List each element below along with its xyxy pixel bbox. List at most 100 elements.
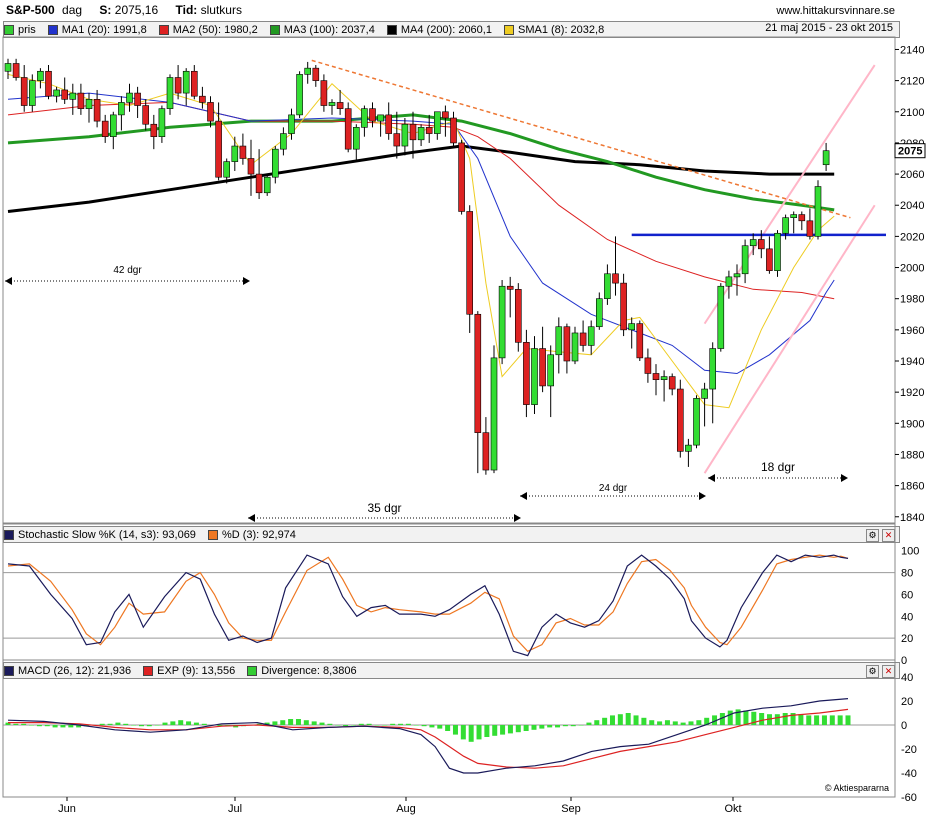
divergence-bar: [821, 715, 827, 725]
candle-body: [336, 102, 344, 109]
divergence-bar: [476, 725, 482, 740]
price-legend-label: pris: [18, 23, 36, 36]
divergence-bar: [617, 714, 623, 725]
candle-body: [587, 326, 595, 346]
macd-legend-item: Divergence: 8,3806: [247, 664, 357, 677]
price-y-tick-label: 2020: [900, 231, 924, 243]
x-axis-label: Jul: [228, 803, 242, 815]
candle-body: [490, 357, 498, 471]
candle-body: [741, 245, 749, 275]
candle-body: [110, 114, 117, 137]
price-legend-item: pris: [4, 24, 36, 36]
candle-body: [304, 67, 312, 75]
candle-body: [725, 276, 733, 287]
divergence-bar: [186, 721, 192, 725]
macd-pane-frame: [2, 659, 896, 798]
stoch-y-tick-label: 60: [901, 589, 913, 601]
price-y-tick-label: 1880: [900, 449, 924, 461]
candle-body: [531, 348, 538, 405]
candle-body: [563, 326, 571, 362]
price-y-tick-label: 1900: [900, 418, 924, 430]
macd-legend-label: Divergence: 8,3806: [261, 664, 357, 677]
divergence-bar: [547, 725, 553, 728]
stoch-settings-button[interactable]: ⚙: [866, 529, 879, 542]
divergence-bar: [303, 720, 309, 725]
divergence-bar: [500, 725, 506, 735]
trend-line: [311, 59, 851, 219]
divergence-bar: [437, 725, 443, 729]
annot-35-arrowhead-left: [248, 514, 255, 522]
annot-42-label: 42 dgr: [113, 265, 142, 276]
divergence-bar: [76, 725, 82, 728]
candle-body: [612, 273, 619, 284]
divergence-bar: [664, 720, 670, 725]
annot-42-arrowhead-left: [5, 277, 12, 285]
divergence-bar: [555, 725, 561, 728]
candle-body: [425, 127, 433, 134]
price-legend-swatch: [386, 24, 397, 35]
candle-body: [174, 77, 182, 94]
candle-body: [150, 123, 158, 137]
macd-y-tick-label: 0: [901, 720, 907, 732]
divergence-bar: [44, 725, 50, 727]
divergence-bar: [146, 725, 152, 727]
divergence-bar: [531, 725, 537, 730]
candle-body: [134, 92, 141, 106]
divergence-bar: [5, 722, 11, 725]
macd-settings-button[interactable]: ⚙: [866, 665, 879, 678]
divergence-bar: [782, 713, 788, 725]
price-legend-swatch: [269, 24, 280, 35]
candle-body: [506, 285, 514, 290]
divergence-bar: [445, 725, 451, 731]
candle-body: [458, 142, 465, 212]
macd-legend-swatch: [247, 665, 258, 676]
time-value: slutkurs: [200, 3, 242, 17]
candle-body: [523, 342, 530, 405]
candle-body: [215, 120, 222, 178]
candle-body: [652, 373, 660, 380]
divergence-bar: [594, 720, 600, 725]
current-price-tag: [894, 143, 926, 159]
last-value: 2075,16: [114, 3, 159, 17]
price-legend: pris MA1 (20): 1991,8 MA2 (50): 1980,2 MA3 …: [3, 21, 900, 38]
divergence-bar: [68, 725, 74, 728]
ma100-line: [7, 113, 835, 212]
candle-body: [636, 323, 644, 359]
watermark-label: © Aktiespararna: [825, 783, 889, 793]
price-legend-item: MA4 (200): 2060,1: [386, 24, 492, 36]
divergence-bar: [217, 725, 223, 727]
candle-body: [385, 114, 393, 134]
annot-18-arrowhead-left: [708, 474, 715, 482]
stoch-legend: Stochastic Slow %K (14, s3): 93,069 %D (3…: [3, 526, 900, 543]
candle-body: [126, 92, 133, 103]
candle-body: [806, 220, 814, 237]
candle-body: [263, 176, 271, 194]
macd-y-tick-label: -40: [901, 768, 917, 780]
candle-body: [774, 232, 781, 271]
candle-body: [539, 348, 546, 387]
price-y-tick-label: 2000: [900, 263, 924, 275]
candle-body: [85, 99, 93, 109]
divergence-bar: [845, 715, 851, 725]
divergence-bar: [13, 723, 19, 725]
ma200-line: [7, 144, 835, 213]
annot-24-arrowhead-left: [520, 492, 527, 500]
candle-body: [466, 211, 474, 315]
divergence-bar: [484, 725, 490, 737]
divergence-bar: [327, 723, 333, 725]
candle-body: [28, 80, 36, 106]
price-y-tick-label: 2060: [900, 169, 924, 181]
divergence-bar: [735, 709, 741, 725]
site-link[interactable]: www.hittakursvinnare.se: [776, 5, 895, 17]
divergence-bar: [170, 721, 176, 725]
divergence-bar: [335, 725, 341, 726]
candle-body: [69, 92, 77, 100]
price-y-tick-label: 2120: [900, 76, 924, 88]
candle-body: [158, 108, 166, 137]
divergence-bar: [806, 715, 812, 725]
candle-body: [717, 285, 725, 349]
price-y-tick-label: 1920: [900, 387, 924, 399]
candle-body: [255, 173, 263, 194]
candle-body: [474, 313, 482, 433]
